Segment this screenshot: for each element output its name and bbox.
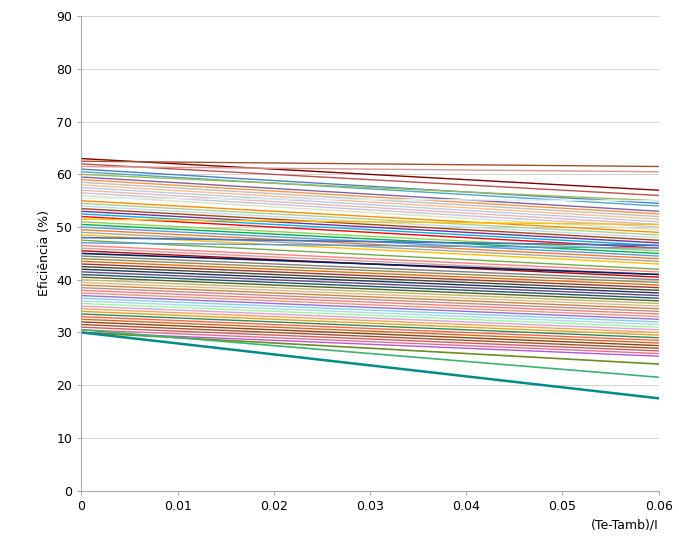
- X-axis label: (Te-Tamb)/I: (Te-Tamb)/I: [591, 518, 659, 531]
- Y-axis label: Eficiência (%): Eficiência (%): [38, 210, 51, 296]
